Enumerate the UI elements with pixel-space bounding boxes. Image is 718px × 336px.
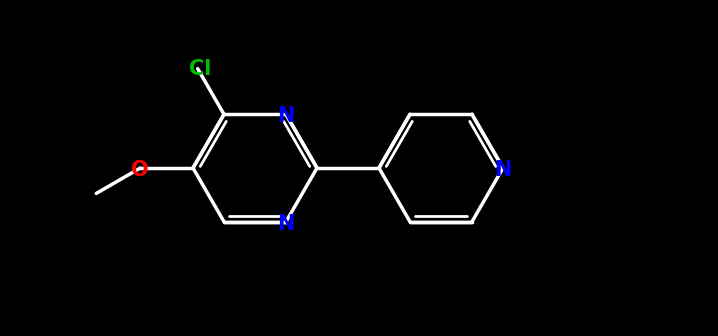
Text: O: O [131,160,149,180]
Text: Cl: Cl [190,59,212,79]
Text: N: N [277,214,294,234]
Text: N: N [277,106,294,126]
Text: N: N [494,160,512,180]
